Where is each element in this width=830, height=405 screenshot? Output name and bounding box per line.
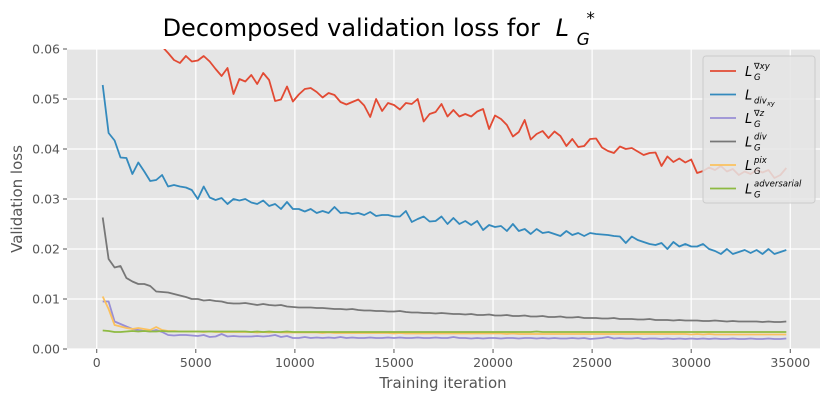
x-axis-label: Training iteration [378,374,506,392]
legend-label-sup: ∇xy [753,62,771,72]
x-axis-ticks: 0 5000 10000 15000 20000 25000 30000 35000 [93,349,810,370]
y-axis-ticks: 0.00 0.01 0.02 0.03 0.04 0.05 0.06 [32,42,67,357]
legend-label-sup: div [754,133,768,143]
series-line-grad-xy [163,49,787,179]
legend-label-subsub: xy [766,100,775,108]
legend-label-sub: div [754,97,768,107]
y-tick-label: 0.02 [32,242,60,257]
legend-label-sup: adversarial [754,180,802,190]
legend-label-base: L [745,136,752,151]
legend-label-sub: G [754,120,761,130]
title-math-base: L [556,14,569,42]
y-tick-label: 0.03 [32,192,60,207]
legend-label-base: L [745,159,752,174]
legend-label-sub: G [754,167,761,177]
legend-entry-grad-z: L G∇z [710,109,765,130]
series-line-div [101,217,787,323]
x-tick-label: 35000 [770,355,810,370]
chart-title-text: Decomposed validation loss for [163,14,540,42]
series-line-grad-z [102,300,787,340]
y-axis-label: Validation loss [8,145,26,253]
legend-label-base: L [745,89,752,104]
legend-label-sub: G [754,191,761,201]
y-tick-label: 0.04 [32,142,60,157]
series-lines [101,49,787,340]
chart-title: Decomposed validation loss for L G * [163,9,598,51]
legend-label-sup: pix [753,156,768,166]
x-tick-label: 15000 [374,355,414,370]
legend-label-base: L [745,65,752,80]
x-tick-label: 25000 [572,355,612,370]
legend-entry-grad-xy: L G∇xy [710,62,771,83]
legend-label-sub: G [754,73,761,83]
y-tick-label: 0.06 [32,42,60,57]
legend-label-base: L [745,183,752,198]
title-math-sub: G [577,30,590,50]
x-tick-label: 5000 [180,355,212,370]
y-tick-label: 0.01 [32,292,60,307]
y-tick-label: 0.00 [32,342,60,357]
y-tick-label: 0.05 [32,92,60,107]
x-tick-label: 10000 [275,355,315,370]
legend-box [702,55,816,204]
series-line-adversarial [102,329,787,333]
x-tick-label: 0 [93,355,101,370]
title-math-sup: * [586,9,595,29]
legend-label-sub: G [754,144,761,154]
x-tick-label: 20000 [473,355,513,370]
x-tick-label: 30000 [671,355,711,370]
legend-label-sup: ∇z [753,109,765,119]
legend-label-base: L [745,112,752,127]
series-line-div-xy [101,84,787,255]
